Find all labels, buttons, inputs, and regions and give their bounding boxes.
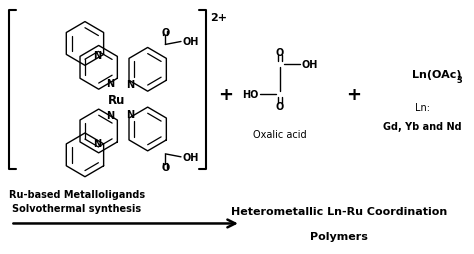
Text: N: N: [92, 138, 101, 148]
Text: Ru: Ru: [108, 93, 125, 106]
Text: +: +: [346, 86, 361, 104]
Text: N: N: [126, 110, 134, 120]
Text: Ru-based Metalloligands: Ru-based Metalloligands: [9, 189, 145, 199]
Text: OH: OH: [183, 152, 200, 162]
Text: N: N: [92, 51, 101, 61]
Text: Ln:: Ln:: [415, 103, 429, 113]
Text: +: +: [219, 86, 234, 104]
Text: OH: OH: [183, 37, 200, 47]
Text: Heterometallic Ln-Ru Coordination: Heterometallic Ln-Ru Coordination: [231, 206, 447, 216]
Text: 3: 3: [456, 75, 462, 84]
Text: HO: HO: [242, 90, 258, 100]
Text: Gd, Yb and Nd: Gd, Yb and Nd: [383, 122, 461, 132]
Text: Solvothermal synthesis: Solvothermal synthesis: [12, 203, 142, 213]
Text: O: O: [276, 48, 284, 58]
Text: OH: OH: [301, 60, 318, 70]
Text: N: N: [106, 79, 115, 89]
Text: N: N: [126, 80, 134, 90]
Text: Oxalic acid: Oxalic acid: [253, 130, 307, 139]
Text: O: O: [161, 27, 169, 37]
Text: 2+: 2+: [210, 13, 228, 23]
Text: O: O: [276, 102, 284, 112]
Text: O: O: [161, 162, 169, 172]
Text: Ln(OAc): Ln(OAc): [412, 70, 462, 80]
Text: N: N: [106, 111, 115, 121]
Text: Polymers: Polymers: [310, 231, 368, 242]
